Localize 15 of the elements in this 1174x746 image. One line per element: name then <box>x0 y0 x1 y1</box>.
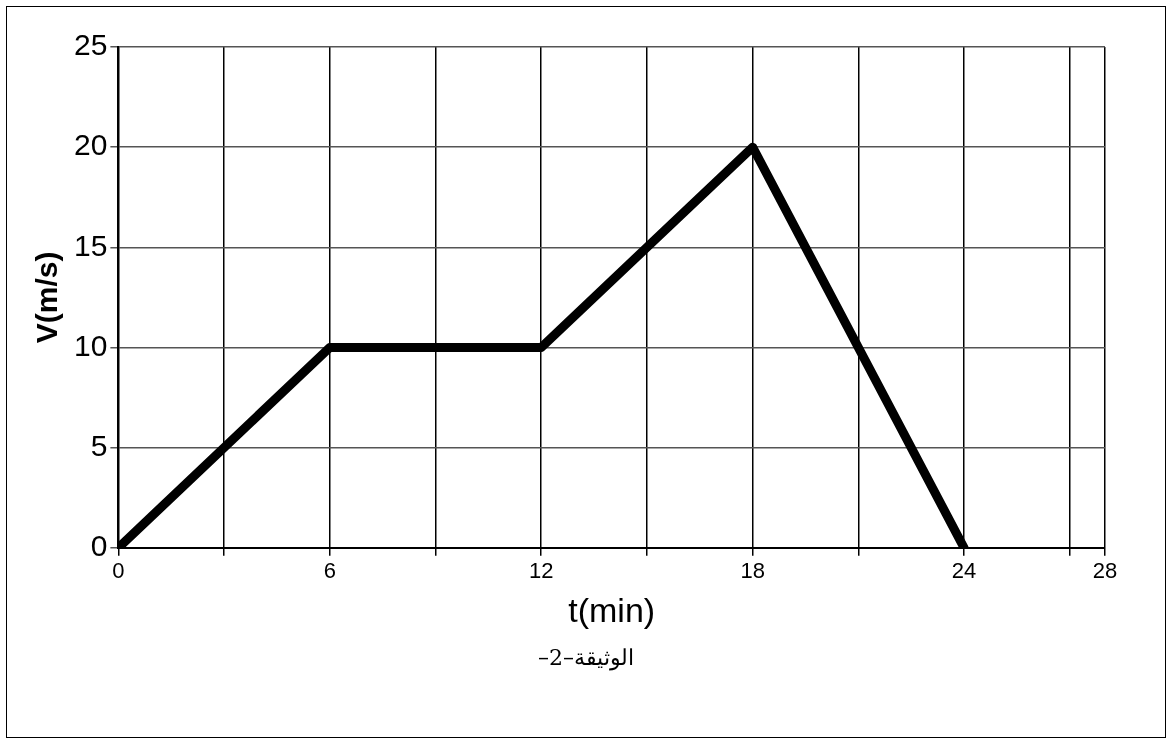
x-tick-label: 24 <box>951 558 977 584</box>
x-tick-label: 0 <box>112 558 125 584</box>
x-tick-label: 28 <box>1092 558 1118 584</box>
text: الوثيقة–2– <box>537 645 635 670</box>
y-tick-label: 20 <box>73 128 108 162</box>
x-tick-label: 6 <box>323 558 336 584</box>
x-tick-label: 12 <box>528 558 554 584</box>
y-tick-label: 25 <box>73 28 108 62</box>
y-tick-label: 15 <box>73 228 108 262</box>
y-axis-title: V(m/s) <box>30 251 64 344</box>
y-tick-label: 10 <box>73 328 108 362</box>
x-axis-title: t(min) <box>568 590 656 629</box>
y-tick-label: 5 <box>90 428 108 462</box>
x-tick-label: 18 <box>740 558 765 584</box>
y-tick-label: 0 <box>90 529 108 563</box>
